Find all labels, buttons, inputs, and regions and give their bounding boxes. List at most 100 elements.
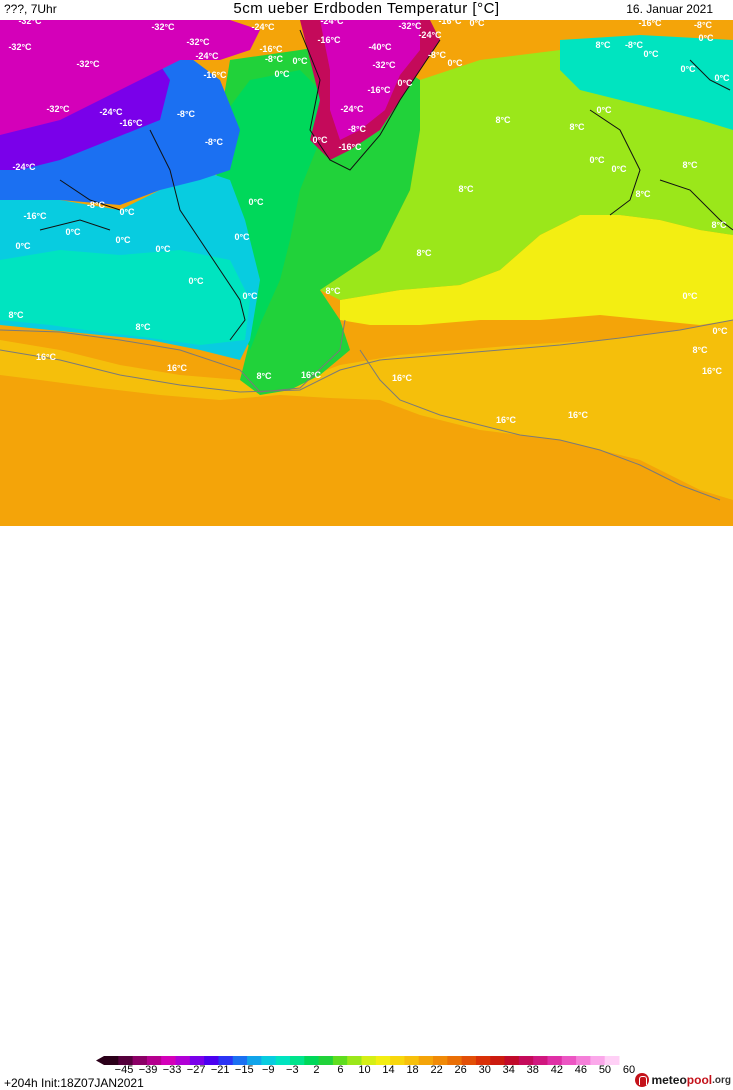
temperature-label: 16°C [496, 415, 517, 425]
temperature-label: -24°C [340, 104, 364, 114]
temperature-label: -16°C [638, 20, 662, 28]
legend-tick: 10 [358, 1064, 371, 1076]
legend-tick: 30 [478, 1064, 491, 1076]
isotherm-8c [0, 319, 346, 393]
temperature-label: 0°C [248, 197, 264, 207]
legend-tick: 6 [337, 1064, 344, 1076]
temperature-label: 8°C [595, 40, 611, 50]
temperature-label: -8°C [428, 50, 447, 60]
temperature-label: 8°C [458, 184, 474, 194]
temperature-label: 8°C [135, 322, 151, 332]
temperature-label: 0°C [643, 49, 659, 59]
logo-text-tld: .org [712, 1074, 731, 1086]
legend-tick: 22 [430, 1064, 443, 1076]
model-run-info: +204h Init:18Z07JAN2021 [4, 1076, 144, 1090]
temperature-label: 16°C [392, 373, 413, 383]
legend-tick: −45 [114, 1064, 134, 1076]
legend-tick: 2 [313, 1064, 320, 1076]
temperature-label: 8°C [325, 286, 341, 296]
temperature-label: 0°C [596, 105, 612, 115]
header: ???, 7Uhr 5cm ueber Erdboden Temperatur … [0, 0, 733, 20]
temperature-label: -16°C [23, 211, 47, 221]
temperature-label: -40°C [368, 42, 392, 52]
temperature-label: -32°C [18, 20, 42, 26]
temperature-label: -16°C [203, 70, 227, 80]
temperature-label: 0°C [242, 291, 258, 301]
coastline-south [359, 349, 721, 501]
legend-tick: 50 [598, 1064, 612, 1076]
temperature-label: 8°C [692, 345, 708, 355]
temperature-label: -8°C [348, 124, 367, 134]
temperature-label: 0°C [155, 244, 171, 254]
temperature-label: 16°C [702, 366, 723, 376]
temperature-label: -8°C [205, 137, 224, 147]
logo-text-pool: pool [686, 1073, 713, 1087]
temperature-label: -8°C [87, 200, 106, 210]
legend-tick: −21 [210, 1064, 230, 1076]
temperature-label: 8°C [495, 115, 511, 125]
temperature-label: 0°C [119, 207, 135, 217]
temperature-label: 0°C [312, 135, 328, 145]
temperature-label: 16°C [568, 410, 589, 420]
legend-tick: −27 [186, 1064, 206, 1076]
temperature-label: 0°C [611, 164, 627, 174]
legend-tick: −39 [138, 1064, 158, 1076]
temperature-label: 0°C [680, 64, 696, 74]
temperature-label: 0°C [188, 276, 204, 286]
temperature-label: -16°C [438, 20, 462, 26]
legend-tick: 14 [382, 1064, 395, 1076]
temperature-label: -24°C [195, 51, 219, 61]
legend-tick: −9 [262, 1064, 275, 1076]
temperature-label: 0°C [234, 232, 250, 242]
temperature-label: -32°C [372, 60, 396, 70]
temperature-label: -32°C [76, 59, 100, 69]
temperature-label: -24°C [320, 20, 344, 26]
meteopool-icon [635, 1073, 650, 1087]
temperature-labels: -32°C-32°C-32°C-24°C-24°C -16°C 0°C -16°C -8… [8, 20, 730, 425]
temperature-label: 0°C [15, 241, 31, 251]
cold-zone-aqua [0, 250, 250, 345]
temperature-label: -24°C [251, 22, 275, 32]
meteopool-logo[interactable]: meteo pool .org [635, 1071, 731, 1089]
greenland-coast [299, 29, 441, 171]
forecast-time: ???, 7Uhr [4, 2, 57, 16]
legend-tick: 18 [406, 1064, 419, 1076]
legend-tick: 34 [502, 1064, 515, 1076]
temperature-label: -24°C [418, 30, 442, 40]
temperature-label: -8°C [694, 20, 713, 30]
temperature-label: -8°C [265, 54, 284, 64]
temperature-label: -24°C [12, 162, 36, 172]
legend-tick: 26 [454, 1064, 467, 1076]
temperature-label: 16°C [301, 370, 322, 380]
temperature-label: 0°C [65, 227, 81, 237]
warm-zone-amber [0, 320, 733, 500]
temperature-label: -16°C [259, 44, 283, 54]
temperature-label: -32°C [46, 104, 70, 114]
temperature-label: 8°C [569, 122, 585, 132]
temperature-label: 8°C [711, 220, 727, 230]
legend-tick: 38 [526, 1064, 539, 1076]
temperature-label: 0°C [447, 58, 463, 68]
temperature-label: -16°C [119, 118, 143, 128]
isotherm-16c [0, 319, 733, 393]
temperature-label: 8°C [416, 248, 432, 258]
legend-tick-labels: −45 −39 −33 −27 −21 −15 −9 −3 2 6 10 14 18 22 26 30 34 38… [96, 1064, 636, 1078]
greenland-magenta [320, 20, 420, 140]
temperature-label: -32°C [151, 22, 175, 32]
cold-zone-teal-ne [560, 35, 733, 130]
map-title: 5cm ueber Erdboden Temperatur [°C] [233, 0, 500, 17]
temperature-label: 0°C [292, 56, 308, 66]
mild-zone-lime [320, 50, 733, 300]
logo-text-meteo: meteo [651, 1073, 687, 1087]
footer: −45 −39 −33 −27 −21 −15 −9 −3 2 6 10 14 18 22 26 30 34 38… [0, 526, 733, 1090]
temperature-label: 0°C [682, 291, 698, 301]
legend-tick: −3 [286, 1064, 299, 1076]
temperature-label: 8°C [635, 189, 651, 199]
legend-tick: −15 [234, 1064, 254, 1076]
temperature-label: 0°C [397, 78, 413, 88]
temperature-label: -16°C [367, 85, 391, 95]
temperature-label: 16°C [36, 352, 57, 362]
temperature-label: 8°C [8, 310, 24, 320]
legend-tick: 42 [550, 1064, 563, 1076]
